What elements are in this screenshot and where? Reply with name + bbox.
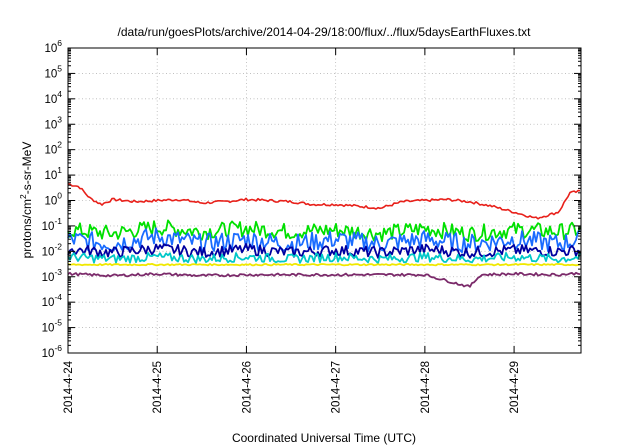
x-axis-label: Coordinated Universal Time (UTC) (232, 431, 416, 445)
series-line (67, 251, 581, 265)
y-tick-label: 10-1 (42, 216, 63, 233)
y-tick-label: 100 (44, 191, 62, 208)
series-line (67, 243, 581, 259)
y-axis: 10-6 10-5 10-4 10-3 10-2 10-1 100 101 102 103 104 1… (42, 38, 581, 360)
series-group (67, 183, 581, 288)
series-line (67, 219, 581, 243)
series-line (67, 263, 581, 267)
x-axis: 2014-4-24 2014-4-25 2014-4-26 2014-4-27 2014… (63, 48, 521, 413)
y-tick-label: 10-3 (42, 267, 63, 284)
series-line (67, 227, 581, 255)
y-tick-label: 101 (44, 165, 62, 182)
y-tick-label: 10-2 (42, 241, 63, 258)
x-tick-label: 2014-4-29 (509, 361, 521, 413)
y-axis-label: protons/cm2-s-sr-MeV (18, 142, 34, 259)
series-line (67, 271, 581, 288)
x-tick-label: 2014-4-26 (241, 361, 253, 413)
y-tick-label: 102 (44, 140, 62, 157)
chart-title: /data/run/goesPlots/archive/2014-04-29/1… (118, 25, 532, 39)
y-tick-label: 105 (44, 63, 62, 80)
x-tick-label: 2014-4-24 (63, 360, 75, 413)
y-tick-label: 10-6 (42, 343, 63, 360)
x-tick-label: 2014-4-27 (331, 361, 343, 413)
x-tick-label: 2014-4-28 (420, 361, 432, 413)
x-tick-label: 2014-4-25 (152, 361, 164, 413)
series-line (67, 183, 581, 220)
y-tick-label: 104 (44, 89, 62, 106)
y-tick-label: 106 (44, 38, 62, 55)
y-tick-label: 103 (44, 114, 62, 131)
y-tick-label: 10-4 (42, 292, 63, 309)
y-tick-label: 10-5 (42, 318, 63, 335)
